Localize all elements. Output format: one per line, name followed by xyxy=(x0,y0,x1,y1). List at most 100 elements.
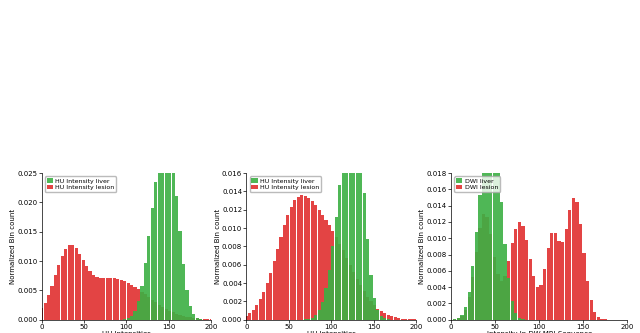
Bar xyxy=(140,292,143,320)
Bar xyxy=(266,283,269,320)
Bar xyxy=(321,302,324,320)
Bar xyxy=(511,243,514,320)
Bar xyxy=(471,266,474,320)
Bar xyxy=(345,122,348,320)
Bar xyxy=(475,252,478,320)
Bar xyxy=(151,207,154,320)
Bar xyxy=(579,224,582,320)
Bar xyxy=(307,319,310,320)
Bar xyxy=(300,195,303,320)
Bar xyxy=(397,318,400,320)
Bar xyxy=(352,94,355,320)
Bar xyxy=(113,278,116,320)
Bar xyxy=(134,287,136,320)
Bar xyxy=(297,197,300,320)
Bar xyxy=(134,311,136,320)
Bar xyxy=(273,261,276,320)
Bar xyxy=(199,319,202,320)
Bar xyxy=(68,245,71,320)
Bar xyxy=(401,319,404,320)
Bar xyxy=(460,316,463,320)
Bar xyxy=(496,165,499,320)
Bar xyxy=(88,271,92,320)
Bar xyxy=(373,298,376,320)
Bar xyxy=(532,276,536,320)
Bar xyxy=(307,198,310,320)
Bar xyxy=(314,315,317,320)
Bar xyxy=(127,283,130,320)
Bar xyxy=(500,202,503,320)
Bar xyxy=(324,288,328,320)
Bar xyxy=(383,313,387,320)
Bar xyxy=(518,222,521,320)
Bar xyxy=(352,272,355,320)
Bar xyxy=(359,146,362,320)
Bar xyxy=(518,318,521,320)
Bar xyxy=(486,142,489,320)
Bar xyxy=(290,206,293,320)
Bar xyxy=(206,319,209,320)
Bar xyxy=(51,286,54,320)
Bar xyxy=(314,205,317,320)
Y-axis label: Normalized Bin count: Normalized Bin count xyxy=(10,209,16,284)
Bar xyxy=(332,245,335,320)
Bar xyxy=(376,309,380,320)
Bar xyxy=(99,278,102,320)
Bar xyxy=(252,310,255,320)
Bar xyxy=(335,237,338,320)
Bar xyxy=(186,317,189,320)
X-axis label: HU Intensities: HU Intensities xyxy=(307,331,356,333)
Bar xyxy=(259,299,262,320)
Bar xyxy=(203,319,206,320)
Bar xyxy=(175,314,178,320)
Bar xyxy=(514,313,518,320)
Bar xyxy=(164,146,168,320)
Bar xyxy=(404,319,407,320)
Bar xyxy=(144,263,147,320)
Bar xyxy=(478,195,481,320)
Bar xyxy=(376,310,380,320)
Bar xyxy=(362,291,365,320)
Bar xyxy=(564,229,568,320)
Bar xyxy=(561,241,564,320)
Bar xyxy=(109,278,113,320)
Bar xyxy=(164,309,168,320)
Bar xyxy=(387,319,390,320)
Legend: HU Intensity liver, HU Intensity lesion: HU Intensity liver, HU Intensity lesion xyxy=(250,176,321,192)
Bar xyxy=(85,266,88,320)
Bar xyxy=(189,317,192,320)
Bar xyxy=(54,275,57,320)
Bar xyxy=(130,316,133,320)
Bar xyxy=(328,270,331,320)
Bar xyxy=(332,231,335,320)
Bar xyxy=(196,318,199,320)
Bar xyxy=(356,279,358,320)
Bar xyxy=(78,254,81,320)
Bar xyxy=(597,317,600,320)
Bar xyxy=(550,233,554,320)
Bar xyxy=(582,253,586,320)
Bar xyxy=(269,272,272,320)
Legend: DWI liver, DWI lesion: DWI liver, DWI lesion xyxy=(454,176,500,192)
Bar xyxy=(471,277,474,320)
Bar xyxy=(522,319,525,320)
Bar xyxy=(157,305,161,320)
Bar xyxy=(186,290,189,320)
Bar xyxy=(151,300,154,320)
Bar xyxy=(123,281,126,320)
Bar xyxy=(147,297,150,320)
Bar xyxy=(161,307,164,320)
Bar xyxy=(464,307,467,320)
Bar xyxy=(543,269,546,320)
Bar xyxy=(255,305,259,320)
Bar xyxy=(362,193,365,320)
Bar xyxy=(262,292,265,320)
Bar xyxy=(486,217,489,320)
Bar xyxy=(464,310,467,320)
Bar xyxy=(189,306,192,320)
Bar xyxy=(154,182,157,320)
Bar xyxy=(130,284,133,320)
Y-axis label: Normalized Bin count: Normalized Bin count xyxy=(214,209,221,284)
Bar xyxy=(123,319,126,320)
Bar xyxy=(514,228,518,320)
